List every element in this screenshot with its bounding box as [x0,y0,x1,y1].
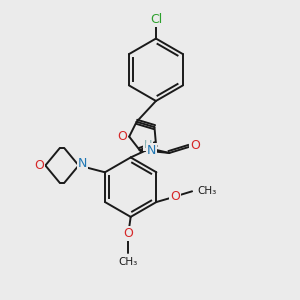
Text: O: O [34,159,44,172]
Text: N: N [147,143,156,157]
Text: O: O [170,190,180,202]
Text: O: O [117,130,127,143]
Text: O: O [123,227,133,240]
Text: O: O [190,139,200,152]
Text: H: H [143,140,152,150]
Text: CH₃: CH₃ [197,186,216,196]
Text: CH₃: CH₃ [119,257,138,267]
Text: N: N [78,158,87,170]
Text: Cl: Cl [150,13,162,26]
